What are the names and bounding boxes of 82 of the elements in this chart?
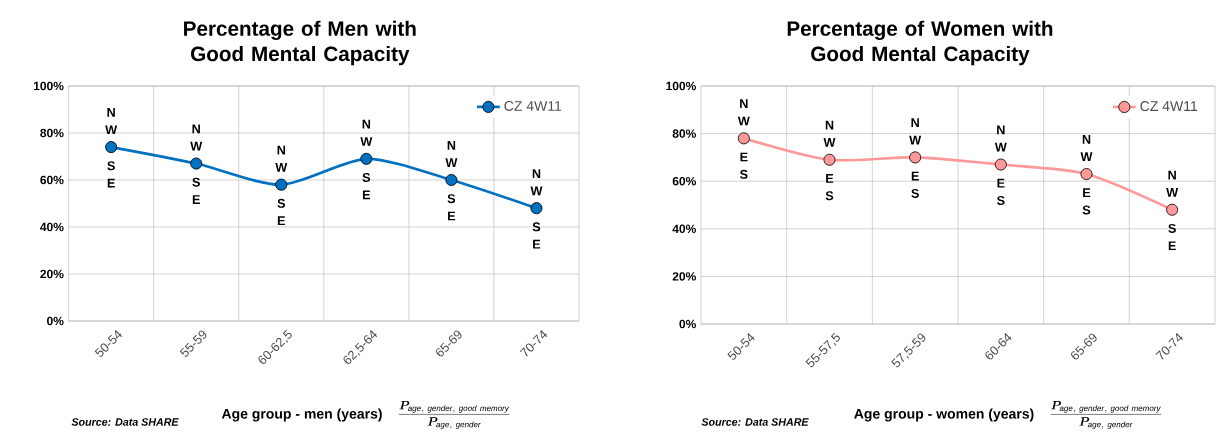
point [190,157,203,170]
source-note: Source: Data SHARE [71,418,179,426]
annotation: N [1168,170,1176,180]
point [823,153,836,166]
point [360,152,373,165]
y-tick-label: 100% [33,81,64,91]
annotation: E [1083,188,1091,198]
point [105,141,118,154]
annotation: W [190,141,203,151]
annotation: E [997,178,1005,188]
legend-label: CZ 4W11 [504,101,562,111]
annotation: S [192,177,200,187]
annotation: W [445,158,458,168]
y-tick-label: 0% [47,316,64,326]
point [275,178,288,191]
annotation: N [362,119,371,129]
x-axis-title: Age group - men (years) [221,408,382,422]
annotation: W [530,186,543,196]
annotation: N [740,99,748,109]
annotation: N [277,145,285,155]
annotation: E [107,178,115,188]
y-tick-label: 100% [666,81,696,91]
y-tick-label: 60% [672,176,696,186]
legend-label: CZ 4W11 [1140,101,1198,112]
annotation: N [1082,135,1091,144]
point [737,132,750,145]
point [530,202,543,215]
annotation: N [997,125,1005,135]
point [445,173,458,186]
text: $\frac{\boldsymbol{P}_{\mathbf{\mathit{age,\ gender,\ good\ memory}}}}{\boldsymbol{P}_{\mathbf{\mathit{age,\ gender}}}}$ [398,401,510,429]
y-tick-label: 20% [672,272,696,281]
annotation: N [825,120,834,130]
annotation: S [1168,223,1176,233]
y-tick-label: 20% [40,269,64,279]
y-tick-label: 40% [40,222,64,232]
annotation: W [823,138,836,147]
annotation: S [996,196,1005,206]
annotation: N [192,124,200,134]
y-tick-label: 40% [672,224,696,234]
annotation: E [911,171,919,181]
point [909,151,922,164]
annotation: S [362,173,371,182]
y-tick-label: 80% [672,129,696,138]
annotation: W [909,135,922,145]
annotation: S [447,194,456,204]
annotation: E [533,239,541,249]
annotation: W [1166,188,1179,197]
annotation: N [911,118,919,128]
y-tick-label: 60% [40,175,64,185]
annotation: E [362,190,371,200]
annotation: N [532,169,541,178]
annotation: W [994,142,1007,152]
annotation: S [107,161,115,171]
point [994,158,1007,171]
annotation: W [105,125,118,135]
annotation: S [277,198,286,208]
annotation: W [1080,152,1093,162]
chart-title: Percentage of Women with Good Mental Capacity [787,20,1053,66]
annotation: W [360,137,373,146]
annotation: S [532,222,541,232]
point [1166,203,1179,216]
annotation: S [825,191,834,201]
annotation: N [447,140,456,150]
source-note: Source: Data SHARE [701,418,809,426]
chart-title: Percentage of Men with Good Mental Capacity [184,20,416,66]
annotation: N [107,108,115,117]
annotation: E [192,195,200,204]
annotation: S [739,169,748,179]
annotation: W [275,162,288,172]
point [1080,168,1093,181]
annotation: W [737,116,750,126]
annotation: S [911,188,919,198]
y-tick-label: 0% [679,319,696,329]
text: $\frac{\boldsymbol{P}_{\mathbf{\mathit{age,\ gender,\ good\ memory}}}}{\boldsymbol{P}_{\mathbf{\mathit{age,\ gender}}}}$ [1050,401,1162,429]
y-tick-label: 80% [40,128,64,138]
annotation: E [1168,241,1176,251]
annotation: E [277,216,286,226]
annotation: E [740,152,748,162]
x-axis-title: Age group - women (years) [854,408,1034,422]
annotation: S [1082,205,1091,215]
annotation: E [448,211,456,221]
annotation: E [826,174,834,183]
